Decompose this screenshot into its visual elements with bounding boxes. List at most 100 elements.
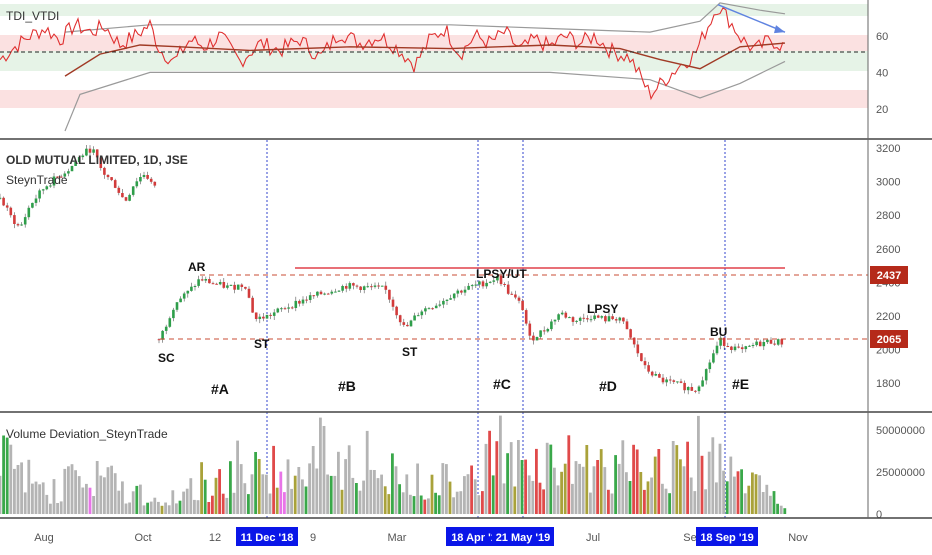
- volume-bar: [232, 492, 236, 514]
- candle-body: [20, 224, 23, 226]
- volume-bar: [149, 501, 153, 514]
- x-label-aug: Aug: [34, 532, 54, 544]
- annotation-lpsy-ut: LPSY/UT: [476, 267, 527, 281]
- volume-bar: [445, 464, 448, 514]
- volume-bar: [243, 483, 247, 514]
- candle-body: [41, 189, 45, 191]
- candle-body: [265, 314, 269, 319]
- volume-bar: [41, 482, 45, 514]
- candle-body: [542, 330, 546, 332]
- volume-bar: [621, 440, 625, 514]
- volume-bar: [589, 492, 592, 514]
- volume-bar: [430, 474, 434, 514]
- volume-bar: [261, 474, 265, 514]
- candle-body: [593, 315, 596, 320]
- volume-bar: [142, 505, 146, 514]
- candle-body: [161, 330, 164, 340]
- x-label-jul: Jul: [586, 532, 600, 544]
- candle-body: [604, 316, 607, 322]
- volume-bar: [646, 481, 650, 514]
- candle-body: [442, 300, 445, 305]
- volume-bar: [387, 494, 391, 514]
- candle-body: [326, 293, 330, 295]
- candle-body: [582, 317, 586, 319]
- candle-body: [456, 290, 460, 294]
- volume-bar: [5, 437, 9, 514]
- candle-body: [686, 387, 690, 391]
- volume-bar: [337, 451, 340, 514]
- candle-body: [773, 343, 776, 345]
- candle-body: [402, 322, 406, 325]
- x-label-oct: Oct: [134, 532, 151, 544]
- date-badge-18-sep: 18 Sep '19: [700, 532, 753, 544]
- candle-body: [413, 315, 416, 321]
- candle-body: [229, 284, 233, 286]
- volume-bar: [297, 467, 301, 514]
- candle-body: [121, 193, 124, 198]
- volume-bar: [247, 494, 250, 514]
- volume-bar: [693, 491, 697, 514]
- candle-body: [226, 285, 229, 288]
- candle-body: [539, 330, 542, 337]
- volume-bar: [779, 505, 783, 514]
- volume-y-tick: 0: [876, 509, 882, 521]
- volume-bar: [682, 466, 686, 514]
- candle-body: [370, 286, 373, 288]
- candle-body: [59, 176, 63, 178]
- volume-bar: [63, 468, 67, 514]
- volume-bar: [725, 481, 729, 514]
- volume-bar: [81, 487, 85, 514]
- candle-body: [52, 176, 56, 186]
- candle-body: [596, 315, 600, 318]
- volume-bar: [391, 453, 394, 514]
- volume-bar: [545, 442, 549, 514]
- candle-body: [654, 374, 658, 376]
- volume-bar: [128, 502, 131, 514]
- volume-bar: [56, 503, 59, 514]
- candle-body: [658, 374, 661, 378]
- volume-bar: [373, 470, 376, 514]
- candle-body: [179, 298, 182, 303]
- volume-bar: [729, 456, 733, 514]
- volume-bar: [711, 437, 715, 514]
- candle-body: [355, 285, 359, 287]
- candle-body: [106, 174, 110, 178]
- candle-body: [280, 308, 283, 310]
- candle-body: [247, 288, 251, 298]
- volume-bar: [718, 443, 722, 514]
- candle-body: [546, 329, 550, 332]
- level-badge-2065-text: 2065: [877, 334, 901, 346]
- candle-body: [312, 295, 316, 297]
- candle-body: [445, 299, 449, 301]
- candle-body: [395, 306, 398, 316]
- volume-bar: [783, 508, 787, 514]
- volume-bar: [369, 469, 373, 514]
- volume-bar: [167, 505, 171, 514]
- volume-bar: [27, 459, 31, 514]
- volume-bar: [0, 475, 2, 514]
- candle-body: [550, 321, 553, 330]
- volume-bar: [747, 485, 751, 514]
- candle-body: [348, 283, 352, 289]
- candle-body: [758, 341, 762, 347]
- candle-body: [535, 337, 539, 341]
- volume-bar: [211, 495, 214, 514]
- volume-bar: [761, 492, 765, 514]
- volume-bar: [203, 479, 207, 514]
- volume-bar: [563, 463, 567, 514]
- volume-bar: [85, 483, 88, 514]
- tdi-green-zone-mid: [0, 51, 868, 71]
- volume-bar: [423, 499, 427, 514]
- volume-bar: [358, 490, 362, 514]
- candle-body: [751, 345, 755, 346]
- price-candles: [0, 145, 784, 395]
- candle-body: [427, 308, 431, 310]
- candle-body: [135, 181, 139, 187]
- volume-bar: [412, 496, 416, 514]
- volume-bar: [679, 459, 682, 514]
- volume-bar: [207, 502, 211, 514]
- volume-bar: [506, 453, 509, 514]
- volume-bar: [286, 459, 290, 514]
- volume-bar: [319, 417, 322, 514]
- volume-bar: [736, 471, 740, 514]
